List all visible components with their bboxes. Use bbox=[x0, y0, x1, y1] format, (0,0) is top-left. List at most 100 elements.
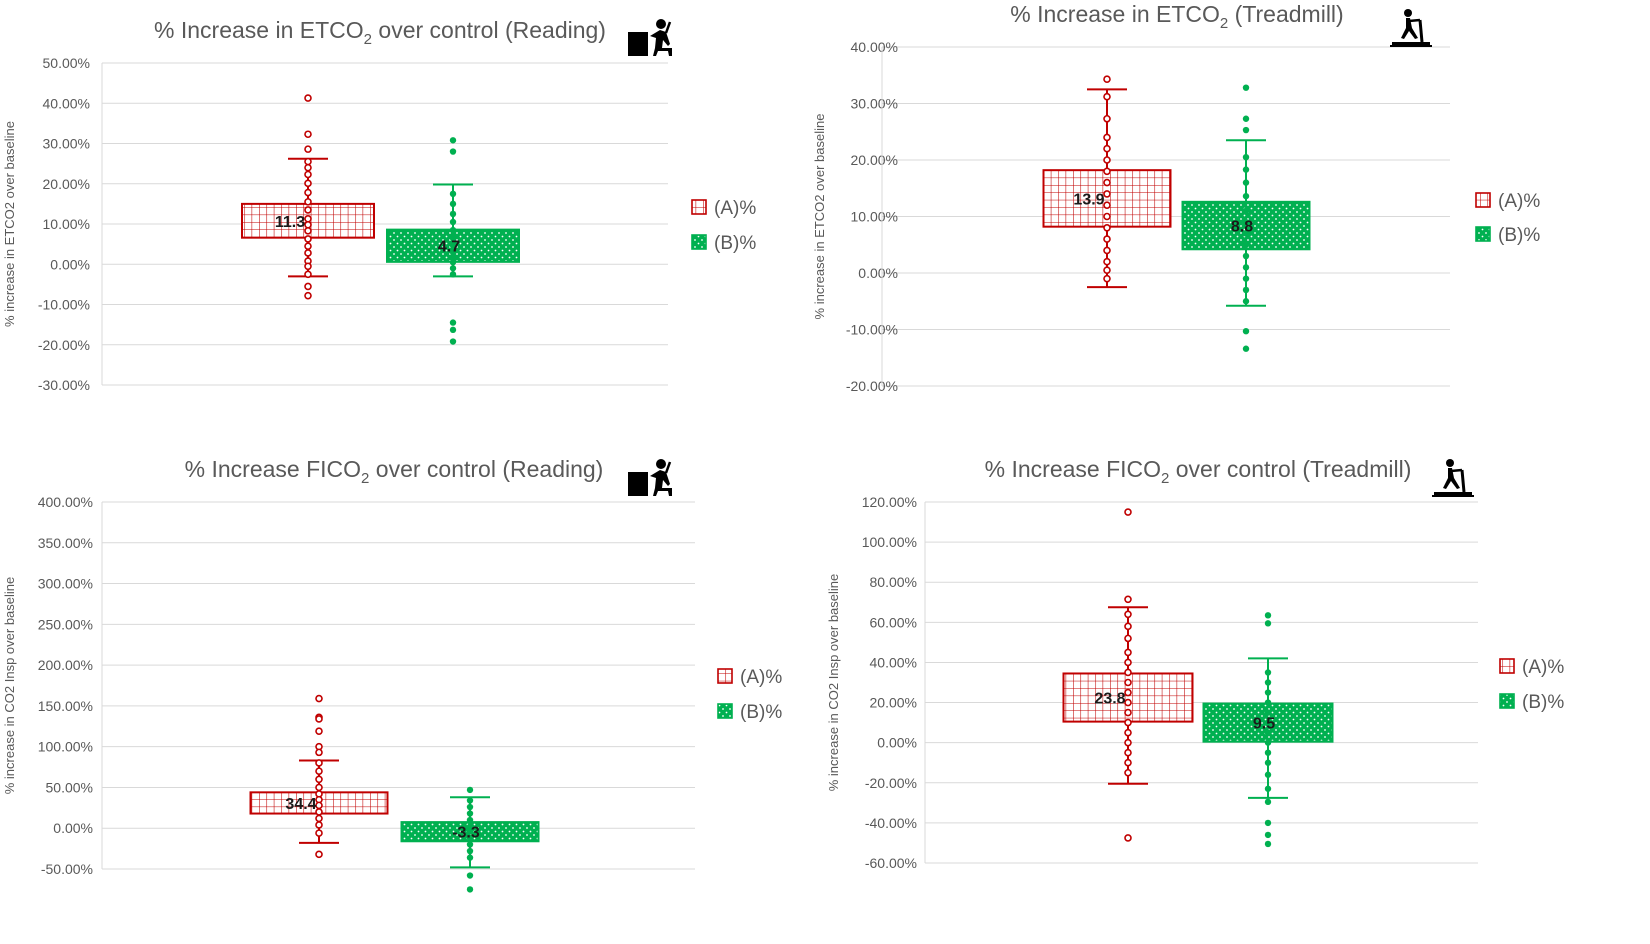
y-tick-label: 100.00% bbox=[38, 739, 93, 755]
data-point bbox=[466, 872, 474, 879]
y-tick-label: 0.00% bbox=[858, 265, 898, 281]
chart-title-tail: over control (Reading) bbox=[372, 17, 606, 43]
data-point bbox=[1103, 92, 1111, 101]
data-point bbox=[304, 242, 312, 250]
chart-panel-4: 120.00% 100.00% 80.00% 60.00% 40.00% 20.00% 0.… bbox=[826, 456, 1564, 871]
data-point bbox=[315, 775, 323, 784]
data-point bbox=[449, 265, 457, 272]
desk-shape bbox=[628, 32, 648, 56]
data-point bbox=[1242, 207, 1250, 215]
legend-swatch bbox=[1475, 226, 1491, 242]
data-point bbox=[1103, 212, 1111, 221]
data-point bbox=[304, 188, 312, 197]
data-point bbox=[304, 206, 312, 214]
legend-swatch bbox=[1499, 693, 1515, 709]
arm-shape bbox=[1450, 468, 1463, 473]
data-point bbox=[449, 338, 457, 345]
legend-label: (A)% bbox=[740, 667, 782, 688]
data-point bbox=[466, 854, 474, 861]
data-point bbox=[1264, 749, 1272, 756]
data-point bbox=[449, 242, 457, 249]
y-tick-label: 10.00% bbox=[43, 216, 90, 232]
data-point bbox=[466, 823, 474, 830]
data-point bbox=[304, 130, 312, 139]
series-b: 4.7 bbox=[386, 137, 520, 345]
y-tick-label: 50.00% bbox=[46, 779, 93, 795]
y-tick-label: 120.00% bbox=[862, 494, 917, 510]
y-tick-label: 80.00% bbox=[870, 574, 917, 590]
y-tick-label: 20.00% bbox=[43, 176, 90, 192]
series-a: 23.8 bbox=[1062, 508, 1194, 842]
chart-title-main: % Increase FICO bbox=[985, 456, 1161, 482]
chart-title-subscript: 2 bbox=[1161, 470, 1169, 487]
data-point bbox=[1264, 620, 1272, 627]
data-point bbox=[1264, 709, 1272, 716]
data-point bbox=[1124, 668, 1132, 677]
legend-label: (A)% bbox=[714, 198, 756, 219]
mean-value-label: 8.8 bbox=[1231, 219, 1253, 236]
data-point bbox=[1124, 758, 1132, 767]
mean-value-label: 11.3 bbox=[275, 214, 305, 231]
data-point bbox=[449, 137, 457, 144]
chart-title: % Increase FICO2 over control (Reading) bbox=[185, 456, 604, 487]
data-point bbox=[315, 850, 323, 859]
y-tick-label: -60.00% bbox=[865, 855, 917, 871]
y-tick-label: 0.00% bbox=[877, 735, 917, 751]
head-shape bbox=[1404, 9, 1412, 17]
data-point bbox=[1242, 192, 1250, 200]
data-point bbox=[449, 148, 457, 155]
data-point bbox=[304, 94, 312, 102]
data-point bbox=[1242, 153, 1250, 161]
data-point bbox=[304, 227, 312, 235]
series-a: 13.9 bbox=[1042, 75, 1172, 289]
data-point bbox=[1242, 84, 1250, 91]
chart-title: % Increase in ETCO2 over control (Readin… bbox=[154, 17, 606, 48]
data-point bbox=[449, 200, 457, 208]
data-point bbox=[304, 270, 312, 279]
runner-shape bbox=[1401, 18, 1418, 39]
data-point bbox=[1264, 612, 1272, 619]
data-point bbox=[315, 759, 323, 767]
data-point bbox=[449, 271, 457, 278]
data-point bbox=[1103, 190, 1111, 198]
data-point bbox=[1264, 771, 1272, 778]
series-a: 11.3 bbox=[241, 94, 375, 300]
legend-item-a: (A)% bbox=[717, 667, 782, 688]
data-point bbox=[315, 829, 323, 837]
data-point bbox=[449, 226, 457, 234]
legend-swatch bbox=[691, 234, 707, 250]
data-point bbox=[1103, 224, 1111, 232]
legend-item-a: (A)% bbox=[691, 198, 756, 219]
chart-panel-2: 40.00% 30.00% 20.00% 10.00% 0.00% -10.00% -20.… bbox=[812, 1, 1540, 394]
series-b: 8.8 bbox=[1181, 84, 1311, 352]
series-b: -3.3 bbox=[400, 786, 540, 893]
data-point bbox=[1103, 133, 1111, 142]
data-point bbox=[1124, 768, 1132, 777]
runner-shape bbox=[1443, 468, 1460, 489]
y-tick-label: 20.00% bbox=[851, 152, 898, 168]
data-point bbox=[304, 163, 312, 172]
y-tick-label: -20.00% bbox=[846, 378, 898, 394]
legend-swatch bbox=[691, 199, 707, 215]
y-tick-label: 250.00% bbox=[38, 616, 93, 632]
data-point bbox=[1264, 785, 1272, 792]
y-tick-label: -20.00% bbox=[38, 337, 90, 353]
y-tick-label: -10.00% bbox=[846, 322, 898, 338]
head-shape bbox=[656, 19, 666, 29]
data-point bbox=[1103, 266, 1111, 274]
data-point bbox=[1103, 178, 1111, 187]
data-point bbox=[1264, 699, 1272, 706]
mean-value-label: 34.4 bbox=[285, 796, 316, 813]
legend-label: (B)% bbox=[740, 702, 782, 723]
data-point bbox=[466, 797, 474, 804]
data-point bbox=[315, 821, 323, 829]
mean-value-label: 9.5 bbox=[1253, 716, 1275, 733]
data-point bbox=[1242, 230, 1250, 237]
y-tick-label: 300.00% bbox=[38, 576, 93, 592]
data-point bbox=[315, 748, 323, 757]
data-point bbox=[304, 291, 312, 300]
mean-value-label: 23.8 bbox=[1094, 691, 1125, 708]
data-point bbox=[1124, 718, 1132, 727]
data-point bbox=[315, 694, 323, 703]
